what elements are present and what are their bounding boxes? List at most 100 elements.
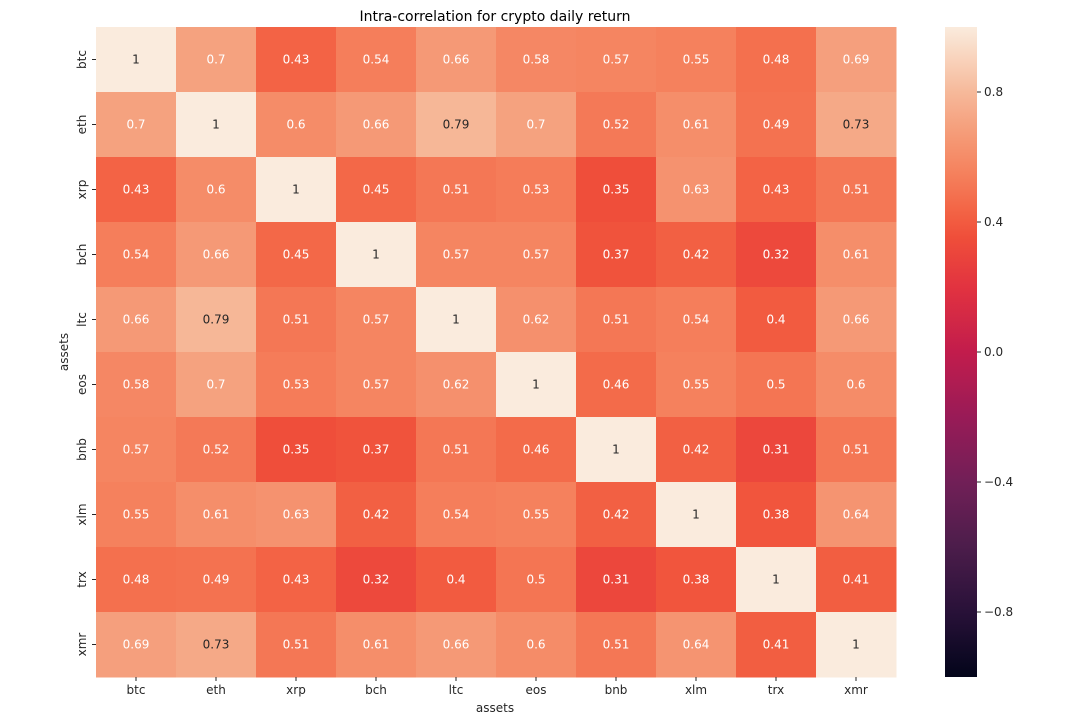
- cell-value-label: 0.51: [603, 313, 630, 327]
- cell-value-label: 0.7: [206, 378, 225, 392]
- cell-value-label: 0.64: [843, 508, 870, 522]
- cell-value-label: 0.32: [763, 248, 790, 262]
- cell-value-label: 0.69: [843, 53, 870, 67]
- heatmap-cell: [96, 547, 177, 613]
- cell-value-label: 0.31: [763, 443, 790, 457]
- heatmap-cell: [816, 222, 897, 288]
- cell-value-label: 1: [292, 183, 300, 197]
- heatmap-cell: [416, 612, 497, 678]
- cell-value-label: 0.54: [443, 508, 470, 522]
- heatmap-cell: [416, 222, 497, 288]
- heatmap-cell: [256, 287, 337, 353]
- heatmap-cell: [96, 612, 177, 678]
- cell-value-label: 0.66: [123, 313, 150, 327]
- heatmap-cell: [656, 352, 737, 418]
- heatmap-cell: [176, 222, 257, 288]
- cell-value-label: 0.38: [683, 573, 710, 587]
- heatmap-cell: [256, 482, 337, 548]
- y-tick-label: trx: [75, 571, 89, 587]
- heatmap-cell: [496, 352, 577, 418]
- cell-value-label: 0.46: [603, 378, 630, 392]
- cell-value-label: 1: [612, 443, 620, 457]
- heatmap-cell: [736, 92, 817, 158]
- heatmap-cell: [576, 612, 657, 678]
- heatmap-cell: [96, 287, 177, 353]
- cell-value-label: 0.45: [283, 248, 310, 262]
- heatmap-cell: [736, 612, 817, 678]
- heatmap-cell: [96, 222, 177, 288]
- cell-value-label: 0.53: [523, 183, 550, 197]
- cell-value-label: 0.43: [123, 183, 150, 197]
- cell-value-label: 0.54: [363, 53, 390, 67]
- cell-value-label: 0.42: [363, 508, 390, 522]
- y-tick-label: xmr: [75, 633, 89, 657]
- x-tick-labels: btc eth xrp bch ltc eos bnb xlm trx xmr: [127, 677, 868, 697]
- cell-value-label: 0.57: [123, 443, 150, 457]
- heatmap-cell: [576, 222, 657, 288]
- cell-value-label: 0.7: [526, 118, 545, 132]
- heatmap-cell: [416, 547, 497, 613]
- heatmap-cell: [176, 482, 257, 548]
- cell-value-label: 0.5: [766, 378, 785, 392]
- cell-value-label: 0.35: [603, 183, 630, 197]
- heatmap-cell: [416, 287, 497, 353]
- heatmap-cell: [816, 547, 897, 613]
- heatmap-cell: [176, 92, 257, 158]
- cell-value-label: 0.54: [123, 248, 150, 262]
- y-axis-label: assets: [57, 333, 71, 371]
- x-tick-label: bnb: [605, 683, 628, 697]
- heatmap-cell: [416, 417, 497, 483]
- cell-value-label: 0.43: [283, 53, 310, 67]
- cell-value-label: 0.4: [766, 313, 785, 327]
- y-tick-label: bnb: [75, 438, 89, 461]
- x-tick-label: btc: [127, 683, 146, 697]
- heatmap-cell: [336, 417, 417, 483]
- heatmap-cell: [176, 612, 257, 678]
- heatmap-cell: [736, 157, 817, 223]
- cell-value-label: 0.42: [683, 443, 710, 457]
- heatmap-cell: [656, 92, 737, 158]
- heatmap-cell: [816, 92, 897, 158]
- x-tick-label: xlm: [685, 683, 707, 697]
- cell-value-label: 0.63: [683, 183, 710, 197]
- heatmap-cell: [96, 27, 177, 93]
- cell-value-label: 0.51: [843, 183, 870, 197]
- heatmap-cell: [736, 417, 817, 483]
- x-tick-label: eos: [526, 683, 547, 697]
- heatmap-cell: [656, 27, 737, 93]
- cell-value-label: 1: [852, 638, 860, 652]
- cell-value-label: 0.41: [843, 573, 870, 587]
- heatmap-cell: [416, 92, 497, 158]
- cell-value-label: 0.48: [123, 573, 150, 587]
- cell-value-label: 0.35: [283, 443, 310, 457]
- cell-value-label: 0.6: [286, 118, 305, 132]
- cell-value-label: 0.46: [523, 443, 550, 457]
- heatmap-cell: [816, 287, 897, 353]
- cell-value-label: 0.64: [683, 638, 710, 652]
- colorbar-tick-label: 0.0: [984, 345, 1003, 359]
- heatmap-cell: [656, 547, 737, 613]
- cell-value-label: 0.66: [443, 53, 470, 67]
- y-tick-label: eth: [75, 115, 89, 135]
- cell-value-label: 0.41: [763, 638, 790, 652]
- cell-value-label: 0.57: [363, 313, 390, 327]
- cell-value-label: 0.62: [443, 378, 470, 392]
- heatmap-cell: [576, 92, 657, 158]
- cell-value-label: 0.5: [526, 573, 545, 587]
- x-tick-label: bch: [365, 683, 387, 697]
- cell-value-label: 0.79: [443, 118, 470, 132]
- y-tick-label: ltc: [75, 312, 89, 327]
- heatmap-cell: [416, 157, 497, 223]
- y-tick-label: bch: [75, 244, 89, 266]
- cell-value-label: 0.49: [763, 118, 790, 132]
- y-tick-label: xrp: [75, 180, 89, 200]
- colorbar-gradient: [945, 27, 977, 677]
- heatmap-cell: [496, 547, 577, 613]
- heatmap-cell: [736, 482, 817, 548]
- heatmap-cell: [816, 27, 897, 93]
- y-tick-labels: btc eth xrp bch ltc eos bnb xlm trx xmr: [75, 50, 96, 656]
- cell-value-label: 0.61: [683, 118, 710, 132]
- heatmap-cell: [336, 612, 417, 678]
- x-tick-label: eth: [206, 683, 226, 697]
